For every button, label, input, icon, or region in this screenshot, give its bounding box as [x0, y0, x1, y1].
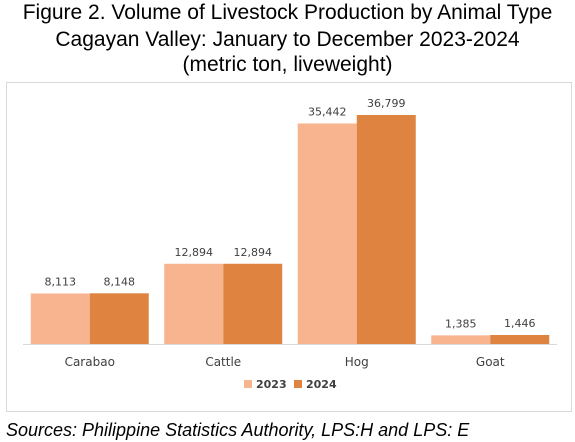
source-note: Sources: Philippine Statistics Authority… — [6, 420, 470, 440]
chart-title-line-2: Cagayan Valley: January to December 2023… — [55, 28, 520, 51]
x-tick-label-carabao: Carabao — [65, 355, 115, 369]
chart-area: 8,113 8,148 Carabao 12,894 12,894 Cattle 35,44… — [6, 82, 572, 412]
data-label-goat-2024: 1,446 — [504, 317, 536, 330]
x-tick-label-hog: Hog — [345, 355, 369, 369]
bar-cattle-2023 — [164, 263, 224, 344]
x-tick-label-goat: Goat — [476, 355, 505, 369]
data-label-goat-2023: 1,385 — [445, 317, 477, 330]
data-label-carabao-2024: 8,148 — [104, 275, 136, 288]
bar-cattle-2024 — [223, 263, 283, 344]
legend-label-2024: 2024 — [306, 378, 337, 391]
bar-hog-2023 — [297, 123, 357, 344]
data-label-cattle-2023: 12,894 — [175, 246, 214, 259]
data-label-carabao-2023: 8,113 — [45, 276, 77, 289]
bar-carabao-2024 — [89, 293, 149, 344]
chart-title-line-1: Figure 2. Volume of Livestock Production… — [22, 1, 553, 24]
bar-goat-2024 — [490, 335, 550, 344]
bar-hog-2024 — [356, 115, 416, 344]
data-label-hog-2023: 35,442 — [308, 105, 347, 118]
legend-swatch-2023 — [244, 380, 252, 388]
bar-goat-2023 — [431, 335, 491, 344]
x-tick-label-cattle: Cattle — [205, 355, 241, 369]
legend-swatch-2024 — [294, 380, 302, 388]
chart-title-line-3: (metric ton, liveweight) — [182, 53, 393, 76]
data-label-cattle-2024: 12,894 — [234, 246, 273, 259]
data-label-hog-2024: 36,799 — [367, 97, 406, 110]
bar-chart: 8,113 8,148 Carabao 12,894 12,894 Cattle 35,44… — [23, 97, 557, 391]
legend-label-2023: 2023 — [256, 378, 287, 391]
bar-carabao-2023 — [30, 293, 90, 344]
